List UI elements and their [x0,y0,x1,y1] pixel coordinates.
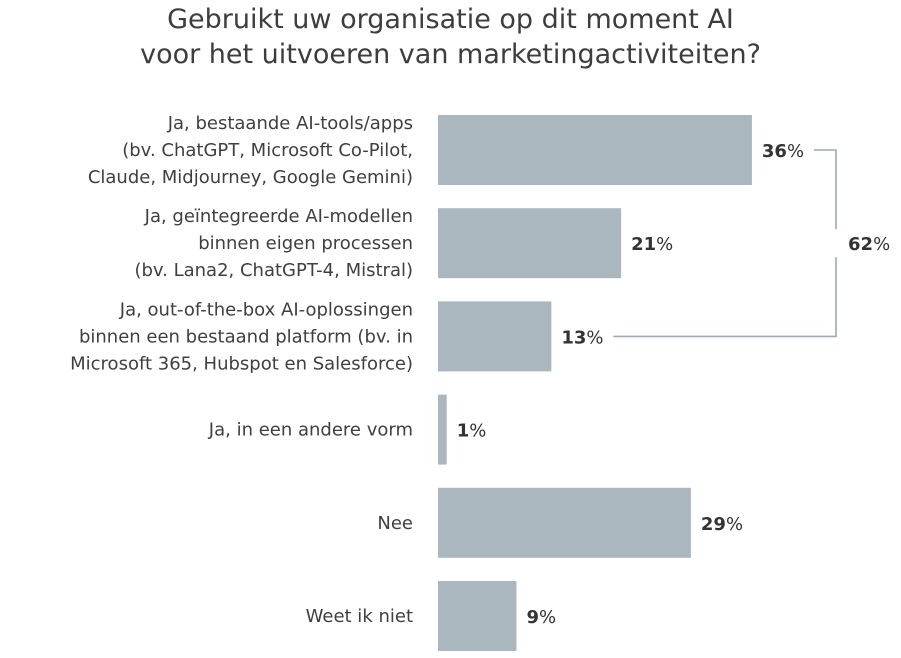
category-label: Ja, in een andere vorm [208,420,413,441]
bar [438,115,752,185]
value-label: 1% [457,421,487,442]
bar [438,394,447,465]
value-label: 21% [631,234,673,255]
bar [438,208,622,279]
bracket-label-background [828,229,898,258]
category-label: Nee [377,513,413,534]
category-label: Weet ik niet [306,606,413,627]
bar [438,581,517,651]
chart-title-line-1: Gebruikt uw organisatie op dit moment AI [167,4,734,35]
value-label: 9% [526,607,556,628]
bracket-total-label: 62% [848,234,890,255]
bar [438,487,691,558]
category-label: Ja, out-of-the-box AI-oplossingen binnen … [70,299,413,374]
category-label: Ja, geïntegreerde AI-modellen binnen eige… [134,206,413,281]
value-label: 13% [561,327,603,348]
chart-title: Gebruikt uw organisatie op dit moment AI… [0,0,901,72]
value-label: 36% [762,141,804,162]
bar [438,301,552,372]
category-label: Ja, bestaande AI-tools/apps (bv. ChatGPT,… [88,113,413,188]
value-label: 29% [701,514,743,535]
chart-title-line-2: voor het uitvoeren van marketingactivite… [140,39,761,70]
